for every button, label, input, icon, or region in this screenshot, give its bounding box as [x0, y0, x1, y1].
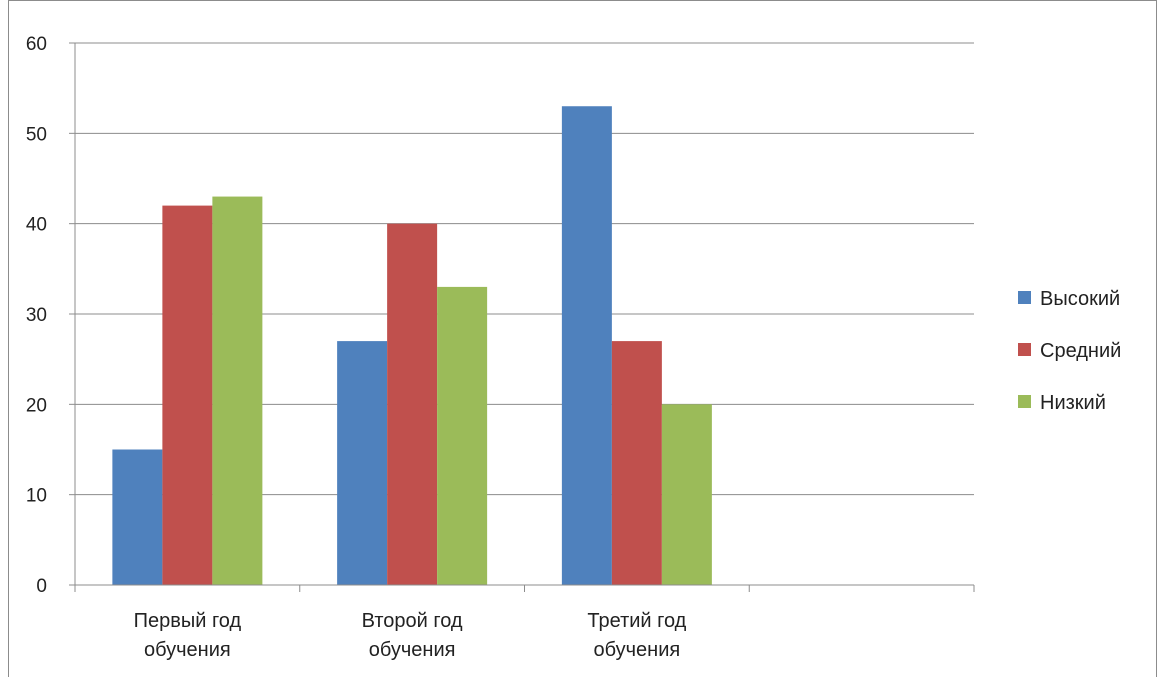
bars [112, 106, 712, 586]
legend-swatch [1018, 343, 1031, 356]
bar [112, 449, 163, 585]
bar [337, 341, 388, 585]
y-tick-label: 50 [26, 124, 47, 145]
bar [437, 286, 488, 585]
legend-label: Низкий [1040, 392, 1106, 414]
bar [661, 404, 712, 585]
bar [611, 341, 662, 585]
y-tick-label: 40 [26, 215, 47, 236]
legend-label: Средний [1040, 340, 1121, 362]
axes [69, 42, 975, 592]
y-tick-label: 30 [26, 305, 47, 326]
category-label: обучения [594, 639, 681, 661]
category-label: обучения [144, 639, 231, 661]
y-tick-label: 0 [36, 576, 47, 597]
y-tick-label: 20 [26, 395, 47, 416]
legend-swatch [1018, 395, 1031, 408]
category-label: Третий год [587, 610, 686, 632]
category-labels: Первый год обучения Второй год обучения Трет… [134, 610, 687, 661]
y-tick-label: 10 [26, 486, 47, 507]
legend-swatch [1018, 291, 1031, 304]
bar [561, 106, 612, 585]
bar [212, 196, 263, 586]
y-tick-label: 60 [26, 34, 47, 55]
bar [387, 223, 438, 585]
legend-label: Высокий [1040, 288, 1120, 310]
bar [162, 205, 213, 585]
y-tick-labels: 0 10 20 30 40 50 60 [26, 34, 47, 597]
category-label: Первый год [134, 610, 242, 632]
legend: Высокий Средний Низкий [1018, 288, 1121, 414]
category-label: обучения [369, 639, 456, 661]
category-label: Второй год [362, 610, 463, 632]
